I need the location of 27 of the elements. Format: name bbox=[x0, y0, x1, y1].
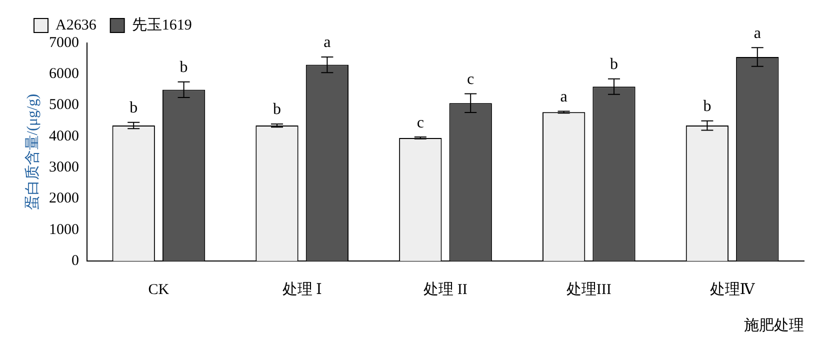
x-tick-label: 处理Ⅳ bbox=[710, 280, 756, 298]
data-label: a bbox=[324, 34, 331, 52]
data-label: a bbox=[560, 88, 568, 106]
y-tick-label: 0 bbox=[72, 252, 79, 269]
y-tick-label: 7000 bbox=[49, 34, 79, 51]
data-label: a bbox=[754, 24, 761, 42]
data-label: b bbox=[273, 101, 282, 118]
data-label: b bbox=[180, 59, 188, 76]
x-axis-title: 施肥处理 bbox=[744, 316, 804, 334]
y-tick-label: 5000 bbox=[49, 97, 79, 114]
y-tick-label: 6000 bbox=[49, 66, 79, 82]
data-label: c bbox=[416, 114, 424, 132]
x-tick-label: 处理 Ⅰ bbox=[282, 280, 322, 298]
data-label: b bbox=[610, 56, 618, 74]
x-tick-label: 处理III bbox=[566, 280, 612, 298]
data-label: b bbox=[703, 98, 712, 116]
legend-label: 先玉1619 bbox=[132, 16, 192, 34]
data-label: b bbox=[130, 100, 138, 117]
y-axis-title: 蛋白质含量/(μg/g) bbox=[24, 94, 41, 210]
y-tick-label: 3000 bbox=[49, 160, 79, 176]
y-tick-label: 4000 bbox=[49, 128, 79, 144]
data-label: c bbox=[467, 70, 474, 88]
y-tick-label: 2000 bbox=[49, 190, 79, 207]
x-tick-label: 处理 II bbox=[424, 280, 468, 298]
legend-label: A2636 bbox=[56, 17, 97, 34]
y-tick-label: 1000 bbox=[49, 222, 79, 238]
x-tick-label: CK bbox=[148, 282, 170, 298]
